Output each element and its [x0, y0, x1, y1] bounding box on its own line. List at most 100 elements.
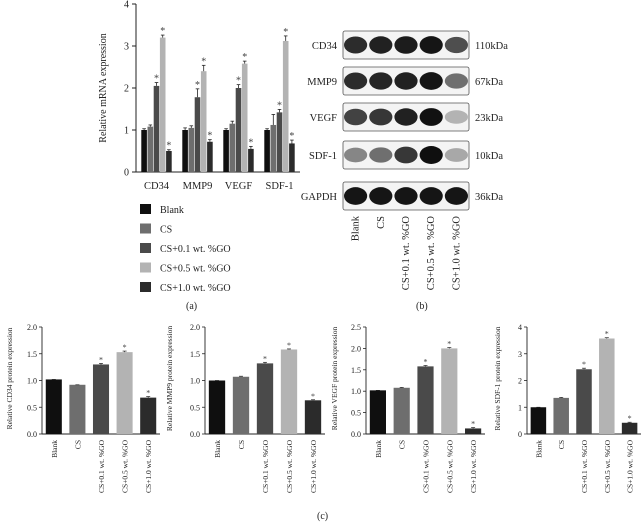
a-bar: [289, 143, 295, 172]
blot-protein-label: GAPDH: [301, 192, 338, 203]
c-y-tick-label: 0.0: [27, 430, 37, 439]
panel-a-label: (a): [186, 301, 198, 312]
a-bar: [270, 124, 277, 172]
blot-band: [444, 36, 468, 54]
c-y-tick-label: 2.0: [190, 323, 200, 332]
a-bar: [200, 71, 207, 172]
c-category-label: CS: [557, 440, 566, 449]
a-bar: [182, 130, 188, 172]
a-significance-mark: *: [154, 74, 159, 85]
blot-band: [394, 146, 418, 164]
blot-row-cd34: [342, 30, 470, 60]
c-bar: [256, 363, 274, 434]
a-significance-mark: *: [207, 131, 212, 142]
a-legend-entry: CS+0.1 wt. %GO: [160, 244, 231, 255]
c-category-label: CS+0.5 wt. %GO: [285, 439, 294, 493]
a-bar: [207, 141, 213, 172]
c-bar: [280, 349, 298, 434]
blot-row-mmp9: [342, 66, 470, 96]
blot-row-vegf: [342, 102, 470, 132]
a-significance-mark: *: [248, 137, 253, 148]
c-chart-3: 0.0 0.5 1.0 1.5 2.0 2.5 Relative VEGF protein …: [330, 323, 485, 493]
a-category-label: VEGF: [225, 181, 253, 192]
a-significance-mark: *: [289, 131, 294, 142]
a-legend-entry: CS+0.5 wt. %GO: [160, 264, 231, 275]
c-bar: [576, 369, 592, 434]
a-significance-mark: *: [277, 100, 282, 111]
a-legend-swatch: [140, 262, 151, 273]
c-y-axis-title: Relative MMP9 protein expression: [165, 326, 174, 431]
c-category-label: CS+0.1 wt. %GO: [422, 439, 431, 493]
blot-size-label: 36kDa: [475, 192, 503, 203]
a-y-tick-label: 4: [124, 0, 129, 11]
c-y-tick-label: 1.5: [27, 350, 37, 359]
blot-band: [419, 72, 443, 90]
c-category-label: CS+1.0 wt. %GO: [144, 439, 153, 493]
c-significance-mark: *: [582, 360, 586, 369]
c-y-tick-label: 1.5: [351, 366, 361, 375]
c-y-axis-title: Relative VEGF protein expression: [330, 327, 339, 431]
c-bar: [304, 400, 322, 434]
c-category-label: CS+0.1 wt. %GO: [580, 439, 589, 493]
blot-row-sdf-1: [342, 140, 470, 170]
c-bar: [441, 348, 458, 434]
c-bar: [369, 390, 386, 434]
c-y-tick-label: 1.0: [351, 387, 361, 396]
c-chart-4: 0 1 2 3 4 Relative SDF-1 protein expression Bl…: [493, 323, 641, 493]
a-legend-entry: Blank: [160, 205, 184, 216]
a-bar: [194, 97, 201, 172]
c-significance-mark: *: [263, 354, 267, 363]
c-bar: [621, 422, 638, 434]
c-chart-2: 0.0 0.5 1.0 1.5 2.0 Relative MMP9 protein exp…: [165, 323, 325, 493]
blot-protein-label: VEGF: [310, 113, 338, 124]
blot-band: [444, 187, 468, 205]
a-legend-swatch: [140, 282, 151, 292]
a-significance-mark: *: [195, 80, 200, 91]
c-category-label: Blank: [534, 440, 543, 458]
c-bar: [69, 384, 86, 434]
blot-band: [444, 148, 468, 162]
a-bar: [248, 148, 254, 172]
a-legend-entry: CS+1.0 wt. %GO: [160, 283, 231, 294]
c-category-label: CS+1.0 wt. %GO: [626, 439, 635, 493]
blot-lane-label: CS+0.1 wt. %GO: [401, 216, 412, 291]
blot-size-label: 10kDa: [475, 151, 503, 162]
blot-band: [444, 73, 468, 89]
c-bar: [553, 397, 569, 434]
c-significance-mark: *: [146, 389, 150, 398]
blot-size-label: 23kDa: [475, 113, 503, 124]
blot-band: [369, 36, 393, 54]
blot-band: [344, 36, 368, 54]
blot-band: [344, 108, 368, 126]
c-bar: [465, 428, 482, 434]
c-bar: [530, 407, 547, 434]
c-y-tick-label: 2.5: [351, 323, 361, 332]
c-category-label: CS+1.0 wt. %GO: [309, 439, 318, 493]
c-significance-mark: *: [605, 330, 609, 339]
a-bar: [264, 130, 270, 172]
blot-band: [394, 108, 418, 126]
a-significance-mark: *: [283, 27, 288, 38]
blot-band: [394, 187, 418, 205]
c-bar: [232, 376, 250, 434]
c-category-label: CS: [237, 440, 246, 449]
c-category-label: Blank: [213, 440, 222, 458]
c-category-label: CS+0.1 wt. %GO: [97, 439, 106, 493]
blot-band: [419, 187, 443, 205]
c-y-tick-label: 0.0: [190, 430, 200, 439]
blot-band: [394, 36, 418, 54]
c-category-label: Blank: [374, 440, 383, 458]
a-significance-mark: *: [242, 52, 247, 63]
blot-band: [369, 147, 393, 163]
c-significance-mark: *: [287, 341, 291, 350]
a-legend-swatch: [140, 204, 151, 214]
panel-b-label: (b): [416, 301, 428, 312]
blot-band: [394, 72, 418, 90]
blot-band: [369, 187, 393, 205]
a-category-label: SDF-1: [265, 181, 293, 192]
c-y-tick-label: 3: [518, 350, 522, 359]
blot-band: [444, 110, 468, 124]
blot-protein-label: SDF-1: [309, 151, 337, 162]
c-y-axis-title: Relative CD34 protein expression: [5, 327, 14, 429]
